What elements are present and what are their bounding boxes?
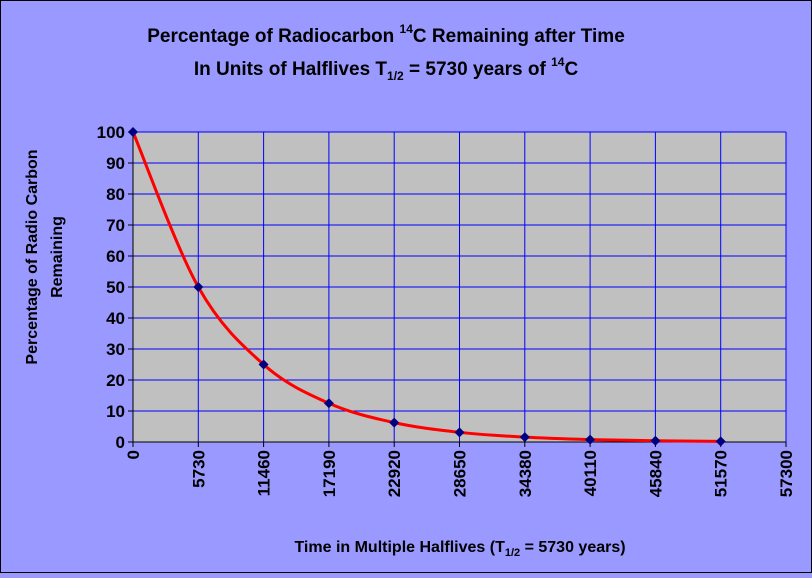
y-tick-label: 30 — [106, 340, 125, 359]
data-point-marker — [389, 417, 400, 428]
y-tick-label: 20 — [106, 371, 125, 390]
data-point-marker — [193, 282, 204, 292]
y-tick-label: 10 — [106, 402, 125, 421]
data-point-marker — [585, 434, 596, 445]
series-layer — [128, 127, 726, 447]
x-tick-label: 11460 — [255, 450, 274, 496]
x-tick-label: 5730 — [189, 450, 208, 488]
x-tick-label: 28650 — [451, 450, 470, 497]
y-tick-label: 0 — [116, 433, 125, 452]
x-tick-label: 40110 — [581, 450, 600, 496]
x-tick-label: 57300 — [777, 450, 796, 497]
data-point-marker — [454, 427, 465, 438]
x-tick-label: 0 — [124, 450, 143, 459]
chart-title-line1: Percentage of Radiocarbon 14C Remaining … — [147, 22, 625, 47]
y-axis-title: Percentage of Radio Carbon Remaining — [24, 149, 66, 364]
data-point-marker — [323, 398, 334, 409]
x-tick-label: 45840 — [646, 450, 665, 497]
data-point-marker — [715, 436, 726, 447]
y-tick-label: 100 — [97, 123, 125, 142]
data-point-marker — [650, 435, 661, 446]
y-tick-label: 70 — [106, 216, 125, 235]
tick-labels: 0 10 20 30 40 50 60 70 80 90 100 0 5730 11460 17190 229… — [97, 123, 796, 497]
chart-title-line2: In Units of Halflives T1/2 = 5730 years … — [194, 55, 579, 83]
data-point-marker — [128, 127, 138, 137]
y-axis-title-line2: Remaining — [49, 216, 66, 298]
x-tick-label: 34380 — [516, 450, 535, 497]
x-axis-title: Time in Multiple Halflives (T1/2 = 5730 … — [294, 539, 625, 559]
x-tick-label: 22920 — [385, 450, 404, 497]
y-tick-label: 80 — [106, 185, 125, 204]
y-tick-label: 50 — [106, 278, 125, 297]
x-tick-label: 51570 — [712, 450, 731, 497]
y-tick-label: 90 — [106, 154, 125, 173]
decay-curve — [131, 131, 721, 443]
y-tick-label: 60 — [106, 247, 125, 266]
x-tick-label: 17190 — [320, 450, 339, 497]
grid-lines — [133, 131, 787, 442]
y-axis-title-line1: Percentage of Radio Carbon — [24, 149, 41, 364]
data-point-marker — [258, 359, 269, 370]
y-tick-label: 40 — [106, 309, 125, 328]
data-point-marker — [519, 432, 530, 443]
